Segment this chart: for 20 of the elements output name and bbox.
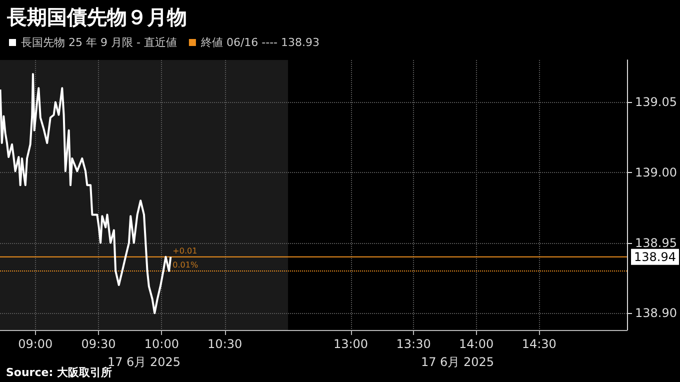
ref-line-label: 138.94 [634, 250, 676, 264]
x-tick-label: 10:30 [208, 337, 242, 351]
legend-label: 長国先物 25 年 9 月限 - 直近値 [21, 36, 177, 49]
x-axis-title: 17 6月 2025 [420, 355, 494, 369]
x-tick-label: 13:00 [333, 337, 368, 351]
annotation: +0.01 [172, 246, 198, 256]
legend-label: 終値 06/16 ---- 138.93 [200, 36, 320, 49]
x-tick-label: 14:00 [459, 337, 494, 351]
annotation: 0.01% [172, 260, 198, 270]
x-tick-label: 09:00 [18, 337, 53, 351]
x-tick-label: 14:30 [522, 337, 556, 351]
y-tick-label: 138.95 [635, 236, 678, 250]
chart-title: 長期国債先物９月物 [6, 5, 187, 29]
y-tick-label: 139.00 [635, 166, 678, 180]
x-tick-label: 09:30 [81, 337, 116, 351]
x-tick-label: 10:00 [144, 337, 179, 351]
y-tick-label: 138.90 [635, 306, 678, 320]
source-note: Source: 大阪取引所 [6, 366, 112, 379]
x-tick-label: 13:30 [396, 337, 431, 351]
y-tick-label: 139.05 [635, 95, 678, 110]
